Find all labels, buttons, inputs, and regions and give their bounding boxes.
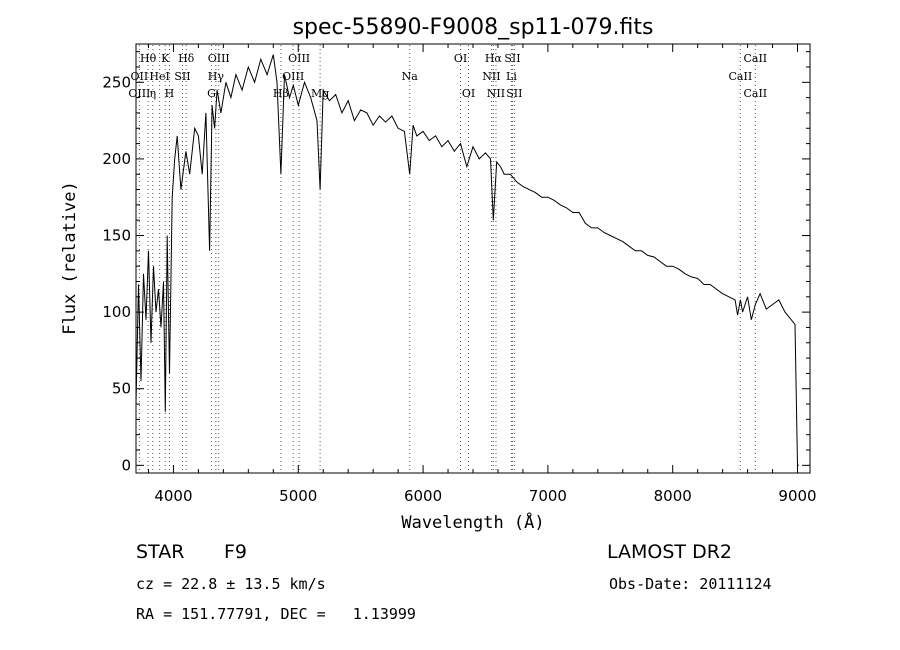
line-label: HeI [149, 70, 169, 83]
line-label: Na [402, 70, 419, 83]
line-label: OIII [288, 52, 310, 65]
coordinates-text: RA = 151.77791, DEC = 1.13999 [136, 605, 416, 623]
line-label: CaII [743, 52, 767, 65]
line-label: OIII [128, 87, 150, 100]
y-tick-label: 100 [102, 303, 131, 321]
obs-date-text: Obs-Date: 20111124 [609, 575, 772, 593]
line-label: G [207, 87, 216, 100]
line-label: Li [506, 70, 517, 83]
y-axis-label: Flux (relative) [60, 181, 80, 335]
line-label: CaII [729, 70, 753, 83]
x-tick-label: 7000 [529, 487, 567, 505]
x-tick-label: 6000 [404, 487, 442, 505]
line-label: Hα [485, 52, 503, 65]
spectral-subclass: F9 [224, 541, 248, 563]
line-label: CaII [743, 87, 767, 100]
line-label: NII [482, 70, 500, 83]
line-label: SII [504, 52, 520, 65]
x-tick-label: 4000 [154, 487, 192, 505]
y-tick-label: 150 [102, 227, 131, 245]
line-label: NII [487, 87, 505, 100]
spectrum-line [135, 54, 799, 466]
object-type: STAR [136, 541, 185, 563]
line-label: OI [462, 87, 475, 100]
axis-ticks: 4000 5000 6000 7000 8000 9000 0 50 100 150 200 250 [102, 44, 817, 505]
line-label: H [165, 87, 175, 100]
x-tick-label: 8000 [654, 487, 692, 505]
line-label: OIII [282, 70, 304, 83]
line-label: OII [131, 70, 149, 83]
line-label: Mg [311, 87, 329, 100]
line-label: η [150, 87, 157, 100]
line-label: Hδ [178, 52, 195, 65]
line-label: SII [174, 70, 190, 83]
x-tick-label: 5000 [279, 487, 317, 505]
y-tick-label: 50 [112, 380, 131, 398]
line-label: OI [454, 52, 467, 65]
line-label: SII [506, 87, 522, 100]
chart-title: spec-55890-F9008_sp11-079.fits [293, 15, 654, 40]
line-label: Hγ [208, 70, 225, 83]
line-label: OIII [208, 52, 230, 65]
y-tick-label: 0 [121, 456, 131, 474]
line-label: Hθ [140, 52, 157, 65]
redshift-text: cz = 22.8 ± 13.5 km/s [136, 575, 326, 593]
y-tick-label: 200 [102, 150, 131, 168]
plot-frame [135, 43, 811, 474]
x-tick-label: 9000 [778, 487, 816, 505]
survey-name: LAMOST DR2 [607, 541, 732, 563]
x-axis-label: Wavelength (Å) [401, 511, 544, 533]
line-label: Hβ [273, 87, 289, 100]
y-tick-label: 250 [102, 73, 131, 91]
line-label: K [161, 52, 170, 65]
